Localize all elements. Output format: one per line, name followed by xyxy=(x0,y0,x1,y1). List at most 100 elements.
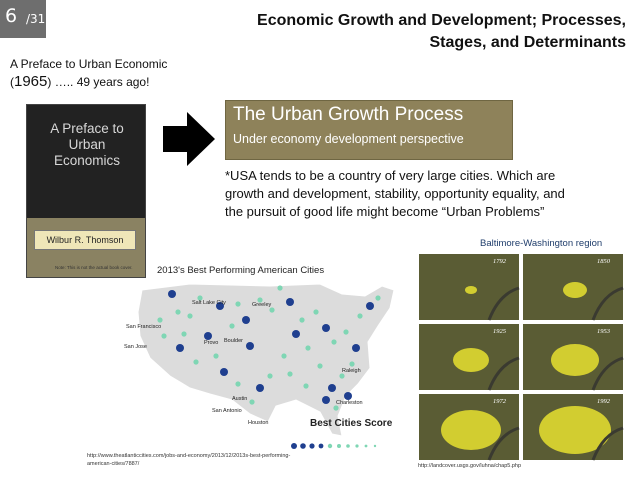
city-dot xyxy=(161,333,167,339)
map-legend-title: Best Cities Score xyxy=(310,418,393,429)
city-label: San Francisco xyxy=(126,324,161,330)
city-dot xyxy=(235,301,241,307)
legend-swatch xyxy=(291,443,297,449)
slide-title: Economic Growth and Development; Process… xyxy=(257,12,626,51)
sat-year: 1992 xyxy=(597,398,611,405)
city-dot xyxy=(303,383,309,389)
city-dot xyxy=(343,329,349,335)
book-author: Wilbur R. Thomson xyxy=(34,230,136,250)
baltimore-satellite-panels: 1792 1850 1925 1953 1972 1992 xyxy=(419,254,624,461)
process-box: The Urban Growth Process Under economy d… xyxy=(225,100,513,160)
city-label: Salt Lake City xyxy=(192,300,226,306)
legend-swatch xyxy=(318,443,324,449)
city-dot xyxy=(331,339,337,345)
city-dot xyxy=(344,392,352,400)
map-source-link[interactable]: http://www.theatlanticcities.com/jobs-an… xyxy=(87,453,291,467)
baltimore-label: Baltimore-Washington region xyxy=(480,238,603,249)
urban-area xyxy=(465,286,477,294)
legend-swatch xyxy=(300,443,306,449)
sat-year: 1925 xyxy=(493,328,507,335)
best-cities-label: 2013's Best Performing American Cities xyxy=(157,265,325,276)
city-dot xyxy=(235,381,241,387)
bay-shore xyxy=(591,286,624,321)
city-dot xyxy=(357,313,363,319)
urban-area xyxy=(453,348,489,372)
slide-number-badge: 6 /31 xyxy=(0,0,46,38)
city-dot xyxy=(328,384,336,392)
sat-year: 1972 xyxy=(493,398,507,405)
city-dot xyxy=(213,353,219,359)
process-title: The Urban Growth Process xyxy=(233,104,464,125)
city-dot xyxy=(322,324,330,332)
city-label: Provo xyxy=(204,340,218,346)
city-dot xyxy=(375,295,381,301)
city-dot xyxy=(333,405,339,411)
city-dot xyxy=(299,317,305,323)
quote-text: *USA tends to be a country of very large… xyxy=(225,168,565,219)
preface-year: 1965 xyxy=(14,73,48,90)
city-label: Charleston xyxy=(336,400,363,406)
sat-year: 1850 xyxy=(597,258,611,265)
urban-area xyxy=(539,406,611,454)
city-dot xyxy=(286,298,294,306)
urban-area xyxy=(441,410,501,450)
preface-line2: (1965) ….. 49 years ago! xyxy=(10,73,150,90)
us-cities-map: Best Cities Score San Francisco San Jose S… xyxy=(124,283,395,449)
city-dot xyxy=(287,371,293,377)
city-dot xyxy=(269,307,275,313)
book-note: Note: This is not the actual book cover. xyxy=(55,265,133,270)
sat-source-link[interactable]: http://landcover.usgs.gov/luhna/chap5.ph… xyxy=(418,463,522,469)
bay-shore xyxy=(487,356,520,391)
city-dot xyxy=(181,331,187,337)
city-dot xyxy=(197,295,203,301)
bay-shore xyxy=(591,426,624,461)
city-dot xyxy=(366,302,374,310)
city-label: Austin xyxy=(232,396,247,402)
city-dot xyxy=(313,309,319,315)
preface-caption: A Preface to Urban Economic (1965) ….. 4… xyxy=(10,55,220,91)
city-dot xyxy=(216,302,224,310)
city-dot xyxy=(193,359,199,365)
city-dot xyxy=(242,316,250,324)
slide-current: 6 xyxy=(5,5,18,27)
city-dot xyxy=(281,353,287,359)
slide-total: /31 xyxy=(26,12,46,26)
city-label: San Jose xyxy=(124,344,147,350)
city-dot xyxy=(339,373,345,379)
preface-line1: A Preface to Urban Economic xyxy=(10,57,168,71)
legend-swatch xyxy=(373,444,377,448)
city-dot xyxy=(204,332,212,340)
city-dot xyxy=(220,368,228,376)
city-dot xyxy=(267,373,273,379)
us-outline xyxy=(137,283,395,437)
sat-year: 1953 xyxy=(597,328,611,335)
city-dot xyxy=(257,297,263,303)
book-title: A Preface to Urban Economics xyxy=(50,121,124,168)
legend-swatch xyxy=(364,444,368,448)
city-label: San Antonio xyxy=(212,408,242,414)
process-subtitle: Under economy development perspective xyxy=(233,132,464,146)
city-label: Raleigh xyxy=(342,368,361,374)
legend-swatch xyxy=(327,443,333,449)
urban-area xyxy=(563,282,587,298)
city-dot xyxy=(187,313,193,319)
city-dot xyxy=(176,344,184,352)
city-dot xyxy=(322,396,330,404)
legend-swatch xyxy=(309,443,315,449)
legend-swatch xyxy=(355,444,359,448)
bay-shore xyxy=(487,286,520,321)
city-dot xyxy=(292,330,300,338)
city-dot xyxy=(256,384,264,392)
city-dot xyxy=(305,345,311,351)
city-dot xyxy=(175,309,181,315)
city-label: Greeley xyxy=(252,302,272,308)
legend-swatch xyxy=(346,444,350,448)
city-dot xyxy=(157,317,163,323)
city-dot xyxy=(229,323,235,329)
map-dots xyxy=(157,285,381,411)
city-dot xyxy=(349,361,355,367)
book-cover: A Preface to Urban Economics Wilbur R. T… xyxy=(26,104,146,278)
legend-swatch xyxy=(337,444,341,448)
bay-shore xyxy=(487,426,520,461)
urban-area xyxy=(551,344,599,376)
